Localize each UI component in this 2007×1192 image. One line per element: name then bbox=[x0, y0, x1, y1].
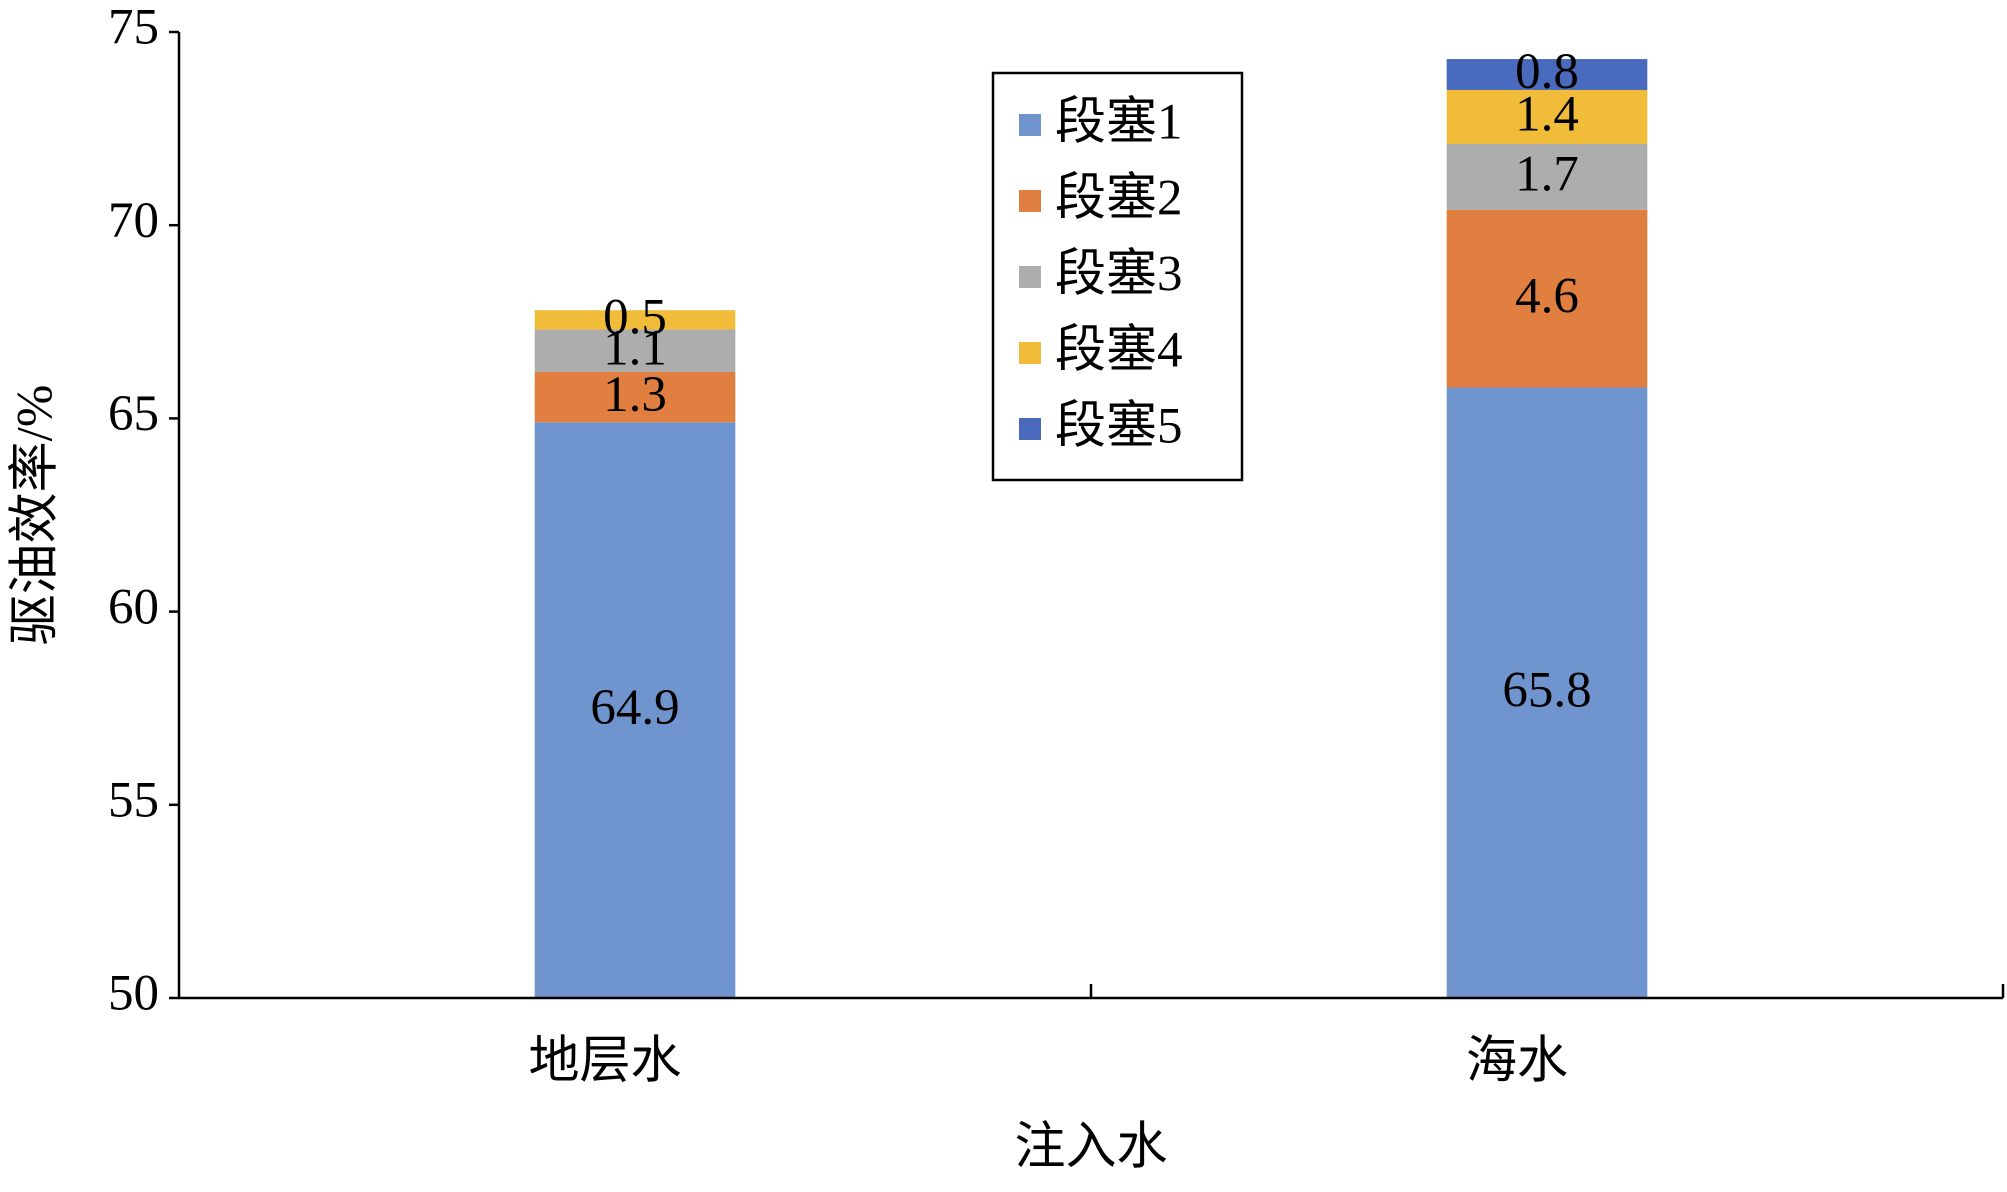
data-label: 65.8 bbox=[1502, 662, 1591, 718]
x-axis-title: 注入水 bbox=[1014, 1120, 1167, 1176]
data-label: 0.5 bbox=[603, 290, 667, 346]
bar-segment bbox=[534, 310, 736, 330]
y-tick-label: 75 bbox=[108, 0, 159, 56]
legend-label: 段塞1 bbox=[1055, 95, 1183, 151]
y-tick-label: 65 bbox=[108, 386, 159, 442]
y-tick-label: 50 bbox=[108, 966, 159, 1022]
bar-segment bbox=[534, 329, 736, 373]
legend-label: 段塞4 bbox=[1055, 323, 1183, 379]
y-tick-label: 70 bbox=[108, 193, 159, 249]
y-tick-label: 60 bbox=[108, 579, 159, 635]
data-label: 4.6 bbox=[1515, 268, 1579, 324]
legend-swatch bbox=[1019, 418, 1041, 440]
legend-label: 段塞3 bbox=[1055, 247, 1183, 303]
bar-segment bbox=[1446, 387, 1648, 998]
legend-swatch bbox=[1019, 114, 1041, 136]
y-tick-label: 55 bbox=[108, 773, 159, 829]
data-label: 1.4 bbox=[1515, 87, 1579, 143]
data-label: 1.3 bbox=[603, 367, 667, 423]
bar-segment bbox=[534, 372, 736, 423]
bar-segment bbox=[1446, 209, 1648, 388]
data-label: 1.1 bbox=[603, 320, 667, 376]
x-tick-label: 海水 bbox=[1466, 1034, 1568, 1090]
x-tick-label: 地层水 bbox=[528, 1034, 681, 1090]
bar-segment bbox=[1446, 89, 1648, 145]
data-label: 1.7 bbox=[1515, 147, 1579, 203]
legend-swatch bbox=[1019, 190, 1041, 212]
bar-segment bbox=[1446, 144, 1648, 210]
legend-label: 段塞5 bbox=[1055, 399, 1183, 455]
legend-label: 段塞2 bbox=[1055, 171, 1183, 227]
legend-swatch bbox=[1019, 266, 1041, 288]
data-label: 0.8 bbox=[1515, 44, 1579, 100]
y-axis-title: 驱油效率/% bbox=[8, 385, 64, 646]
legend-swatch bbox=[1019, 342, 1041, 364]
data-label: 64.9 bbox=[590, 680, 679, 736]
bar-segment bbox=[534, 422, 736, 998]
bar-segment bbox=[1446, 59, 1648, 90]
